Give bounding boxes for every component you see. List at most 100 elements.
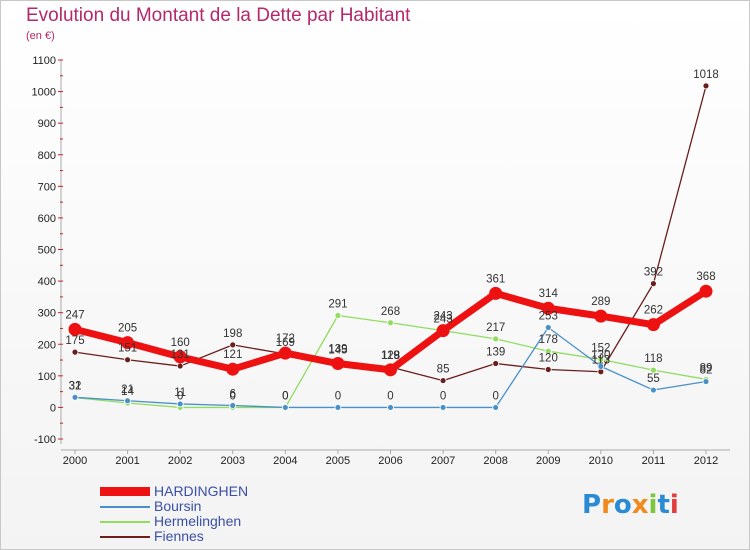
data-point bbox=[124, 397, 131, 405]
data-point bbox=[71, 393, 79, 401]
data-point bbox=[68, 322, 82, 336]
data-label: 0 bbox=[282, 390, 288, 402]
data-point bbox=[650, 386, 657, 394]
y-tick-label: 400 bbox=[38, 276, 56, 288]
data-point bbox=[229, 402, 237, 409]
y-tick-label: 200 bbox=[38, 339, 56, 351]
data-label: 85 bbox=[437, 364, 450, 376]
legend-label: Hermelinghen bbox=[154, 513, 242, 529]
data-label: 11 bbox=[174, 387, 186, 399]
x-tick-label: 2004 bbox=[273, 455, 297, 467]
x-tick-label: 2009 bbox=[536, 455, 560, 467]
x-tick-label: 2010 bbox=[589, 455, 613, 467]
legend-swatch bbox=[100, 487, 150, 496]
proxiti-logo: Proxiti bbox=[582, 490, 679, 520]
data-label: 368 bbox=[696, 271, 715, 283]
data-label: 139 bbox=[328, 344, 347, 356]
y-tick-label: 1000 bbox=[32, 87, 56, 99]
x-tick-label: 2001 bbox=[115, 455, 139, 467]
data-point bbox=[436, 324, 450, 338]
data-label: 262 bbox=[644, 305, 663, 317]
y-tick-label: 1100 bbox=[32, 55, 56, 67]
data-label: 247 bbox=[65, 309, 84, 321]
data-label: 113 bbox=[592, 355, 610, 367]
data-point bbox=[699, 284, 713, 298]
data-point bbox=[331, 357, 345, 371]
y-tick-label: 900 bbox=[38, 118, 56, 130]
data-point bbox=[176, 400, 184, 408]
data-label: 198 bbox=[223, 328, 242, 340]
data-label: 268 bbox=[381, 306, 400, 318]
y-tick-label: 0 bbox=[50, 402, 56, 414]
y-tick-label: 100 bbox=[38, 371, 56, 383]
y-tick-label: 700 bbox=[38, 181, 56, 193]
data-point bbox=[646, 318, 660, 332]
data-point bbox=[492, 335, 500, 343]
data-label: 32 bbox=[69, 380, 82, 392]
data-label: 82 bbox=[700, 365, 713, 377]
x-tick-label: 2000 bbox=[63, 455, 87, 467]
data-point bbox=[226, 362, 240, 376]
data-point bbox=[281, 404, 289, 411]
data-label: 160 bbox=[171, 337, 190, 349]
data-point bbox=[702, 82, 710, 90]
data-label: 145 bbox=[328, 345, 347, 357]
data-label: 0 bbox=[335, 390, 341, 402]
data-point bbox=[544, 347, 552, 355]
data-label: 0 bbox=[282, 390, 288, 402]
data-point bbox=[334, 404, 342, 411]
data-point bbox=[387, 319, 394, 327]
legend-swatch bbox=[100, 536, 150, 538]
data-point bbox=[121, 336, 135, 350]
y-tick-label: 300 bbox=[38, 308, 56, 320]
data-point bbox=[541, 301, 555, 315]
data-label: 131 bbox=[171, 349, 190, 361]
data-point bbox=[124, 356, 131, 364]
legend-swatch bbox=[100, 521, 150, 523]
data-point bbox=[594, 309, 608, 323]
data-label: 178 bbox=[539, 334, 558, 346]
data-point bbox=[650, 280, 657, 288]
data-label: 128 bbox=[381, 350, 400, 362]
legend-label: Boursin bbox=[154, 498, 202, 514]
data-label: 361 bbox=[486, 273, 505, 285]
data-label: 151 bbox=[118, 343, 137, 355]
data-label: 119 bbox=[381, 350, 399, 362]
y-tick-label: 500 bbox=[38, 245, 56, 257]
data-point bbox=[176, 362, 184, 370]
x-tick-label: 2008 bbox=[483, 455, 507, 467]
data-label: 118 bbox=[644, 353, 662, 365]
data-label: 120 bbox=[539, 353, 558, 365]
data-point bbox=[384, 363, 397, 377]
data-label: 1018 bbox=[693, 69, 719, 81]
data-point bbox=[334, 312, 342, 319]
data-point bbox=[278, 346, 292, 360]
y-tick-label: -100 bbox=[34, 434, 56, 446]
data-point bbox=[439, 404, 447, 411]
data-label: 130 bbox=[591, 349, 610, 361]
data-point bbox=[492, 360, 500, 367]
data-label: 0 bbox=[387, 390, 393, 402]
x-tick-label: 2002 bbox=[168, 455, 192, 467]
data-label: 314 bbox=[539, 288, 559, 300]
legend-swatch bbox=[100, 506, 150, 508]
data-label: 253 bbox=[539, 311, 558, 323]
data-label: 21 bbox=[121, 384, 134, 396]
data-point bbox=[492, 404, 500, 411]
data-point bbox=[597, 362, 605, 370]
data-point bbox=[597, 356, 605, 363]
data-point bbox=[173, 350, 187, 364]
data-point bbox=[544, 366, 552, 373]
data-label: 55 bbox=[647, 373, 660, 385]
data-point bbox=[229, 341, 237, 349]
data-label: 291 bbox=[328, 299, 347, 311]
data-point bbox=[702, 378, 710, 385]
data-label: 152 bbox=[591, 342, 610, 354]
data-point bbox=[544, 324, 552, 331]
data-point bbox=[489, 286, 503, 300]
data-label: 289 bbox=[591, 296, 610, 308]
unit-label: (en €) bbox=[26, 30, 55, 42]
x-tick-label: 2007 bbox=[431, 455, 455, 467]
